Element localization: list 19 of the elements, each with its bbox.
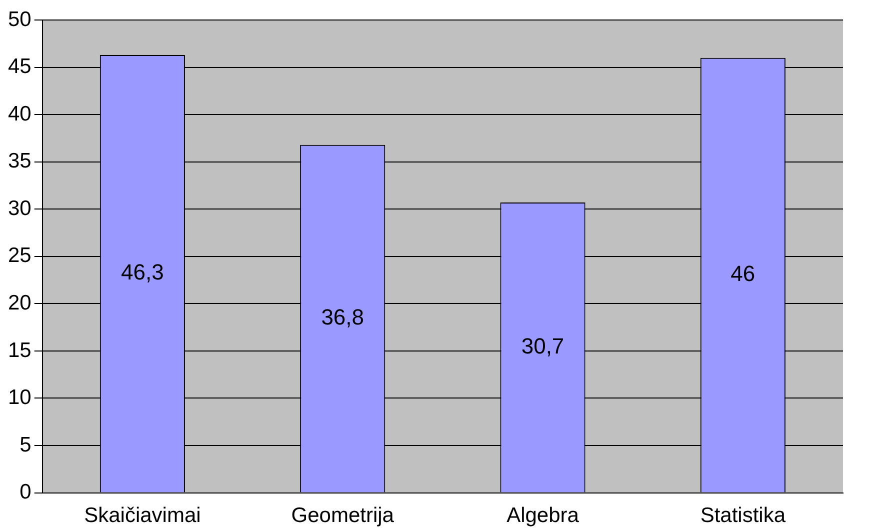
data-label: 46,3 xyxy=(121,260,164,285)
y-tick-label: 20 xyxy=(8,291,32,314)
x-tick-label: Geometrija xyxy=(291,504,394,528)
y-tick-label: 50 xyxy=(8,8,32,31)
x-tick-label: Statistika xyxy=(700,504,786,528)
y-tick-label: 5 xyxy=(20,433,32,456)
data-label: 46 xyxy=(730,261,756,286)
y-tick-label: 25 xyxy=(8,244,32,268)
x-tick-label: Algebra xyxy=(506,504,580,528)
y-tick-label: 45 xyxy=(8,55,32,78)
y-tick-label: 15 xyxy=(8,338,32,362)
y-tick-label: 35 xyxy=(8,150,32,173)
data-label: 36,8 xyxy=(321,304,364,330)
y-tick-label: 40 xyxy=(8,102,32,126)
y-tick-label: 10 xyxy=(8,386,32,410)
y-tick-label: 30 xyxy=(8,196,32,220)
data-label: 30,7 xyxy=(521,333,564,358)
y-tick-label: 0 xyxy=(20,480,32,504)
x-tick-label: Skaičiavimai xyxy=(84,504,201,528)
